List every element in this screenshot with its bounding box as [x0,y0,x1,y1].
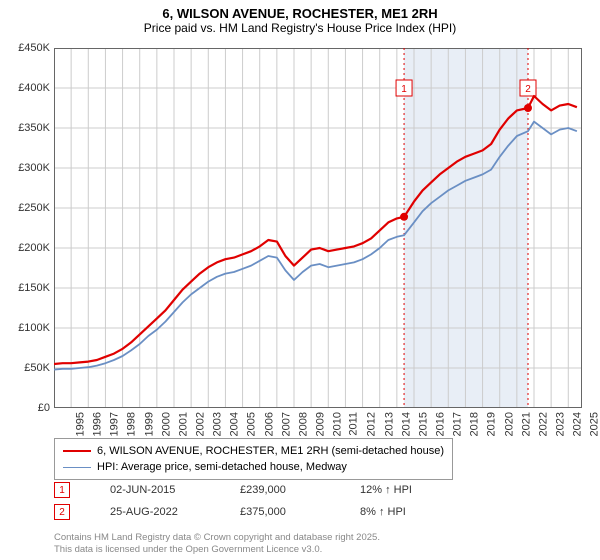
x-tick-label: 2006 [263,412,275,436]
x-tick-label: 1996 [92,412,104,436]
x-tick-label: 2005 [246,412,258,436]
y-tick-label: £300K [6,162,50,174]
y-tick-label: £0 [6,402,50,414]
x-tick-label: 2001 [177,412,189,436]
copyright-footer: Contains HM Land Registry data © Crown c… [54,532,380,556]
legend-swatch [63,467,91,468]
x-tick-label: 2012 [366,412,378,436]
x-tick-label: 2010 [332,412,344,436]
footer-line: This data is licensed under the Open Gov… [54,544,380,556]
x-tick-label: 2023 [554,412,566,436]
legend-item: HPI: Average price, semi-detached house,… [63,459,444,475]
y-tick-label: £150K [6,282,50,294]
x-tick-label: 2016 [434,412,446,436]
marker-delta: 8% ↑ HPI [360,506,406,518]
x-tick-label: 2009 [314,412,326,436]
y-tick-label: £350K [6,122,50,134]
x-tick-label: 1995 [74,412,86,436]
x-tick-label: 2020 [503,412,515,436]
x-tick-label: 2021 [520,412,532,436]
x-tick-label: 2013 [383,412,395,436]
marker-row: 2 25-AUG-2022 £375,000 8% ↑ HPI [54,504,412,520]
x-tick-label: 2007 [280,412,292,436]
x-tick-label: 2003 [212,412,224,436]
marker-price: £239,000 [240,484,320,496]
chart-title: 6, WILSON AVENUE, ROCHESTER, ME1 2RH Pri… [0,0,600,37]
x-tick-label: 2008 [297,412,309,436]
x-tick-label: 1998 [126,412,138,436]
legend: 6, WILSON AVENUE, ROCHESTER, ME1 2RH (se… [54,438,453,480]
title-subtitle: Price paid vs. HM Land Registry's House … [0,21,600,35]
title-address: 6, WILSON AVENUE, ROCHESTER, ME1 2RH [0,6,600,21]
x-tick-label: 2002 [194,412,206,436]
x-tick-label: 1999 [143,412,155,436]
y-tick-label: £100K [6,322,50,334]
legend-swatch [63,450,91,452]
x-tick-label: 2015 [417,412,429,436]
marker-row: 1 02-JUN-2015 £239,000 12% ↑ HPI [54,482,412,498]
x-tick-label: 2018 [469,412,481,436]
y-tick-label: £250K [6,202,50,214]
y-tick-label: £450K [6,42,50,54]
marker-date: 02-JUN-2015 [110,484,200,496]
svg-text:1: 1 [401,84,407,95]
x-tick-label: 2017 [452,412,464,436]
x-tick-label: 2022 [537,412,549,436]
y-tick-label: £50K [6,362,50,374]
x-tick-label: 1997 [109,412,121,436]
x-tick-label: 2019 [486,412,498,436]
marker-badge: 2 [54,504,70,520]
y-tick-label: £200K [6,242,50,254]
legend-item: 6, WILSON AVENUE, ROCHESTER, ME1 2RH (se… [63,443,444,459]
price-chart: 12 [54,48,582,408]
x-tick-label: 2014 [400,412,412,436]
legend-label: HPI: Average price, semi-detached house,… [97,459,347,475]
x-tick-label: 2025 [589,412,600,436]
marker-delta: 12% ↑ HPI [360,484,412,496]
footer-line: Contains HM Land Registry data © Crown c… [54,532,380,544]
x-tick-label: 2000 [160,412,172,436]
x-tick-label: 2004 [229,412,241,436]
x-tick-label: 2011 [348,412,360,436]
svg-text:2: 2 [525,84,531,95]
marker-price: £375,000 [240,506,320,518]
y-tick-label: £400K [6,82,50,94]
marker-date: 25-AUG-2022 [110,506,200,518]
marker-badge: 1 [54,482,70,498]
x-tick-label: 2024 [572,412,584,436]
legend-label: 6, WILSON AVENUE, ROCHESTER, ME1 2RH (se… [97,443,444,459]
marker-events-table: 1 02-JUN-2015 £239,000 12% ↑ HPI 2 25-AU… [54,482,412,526]
